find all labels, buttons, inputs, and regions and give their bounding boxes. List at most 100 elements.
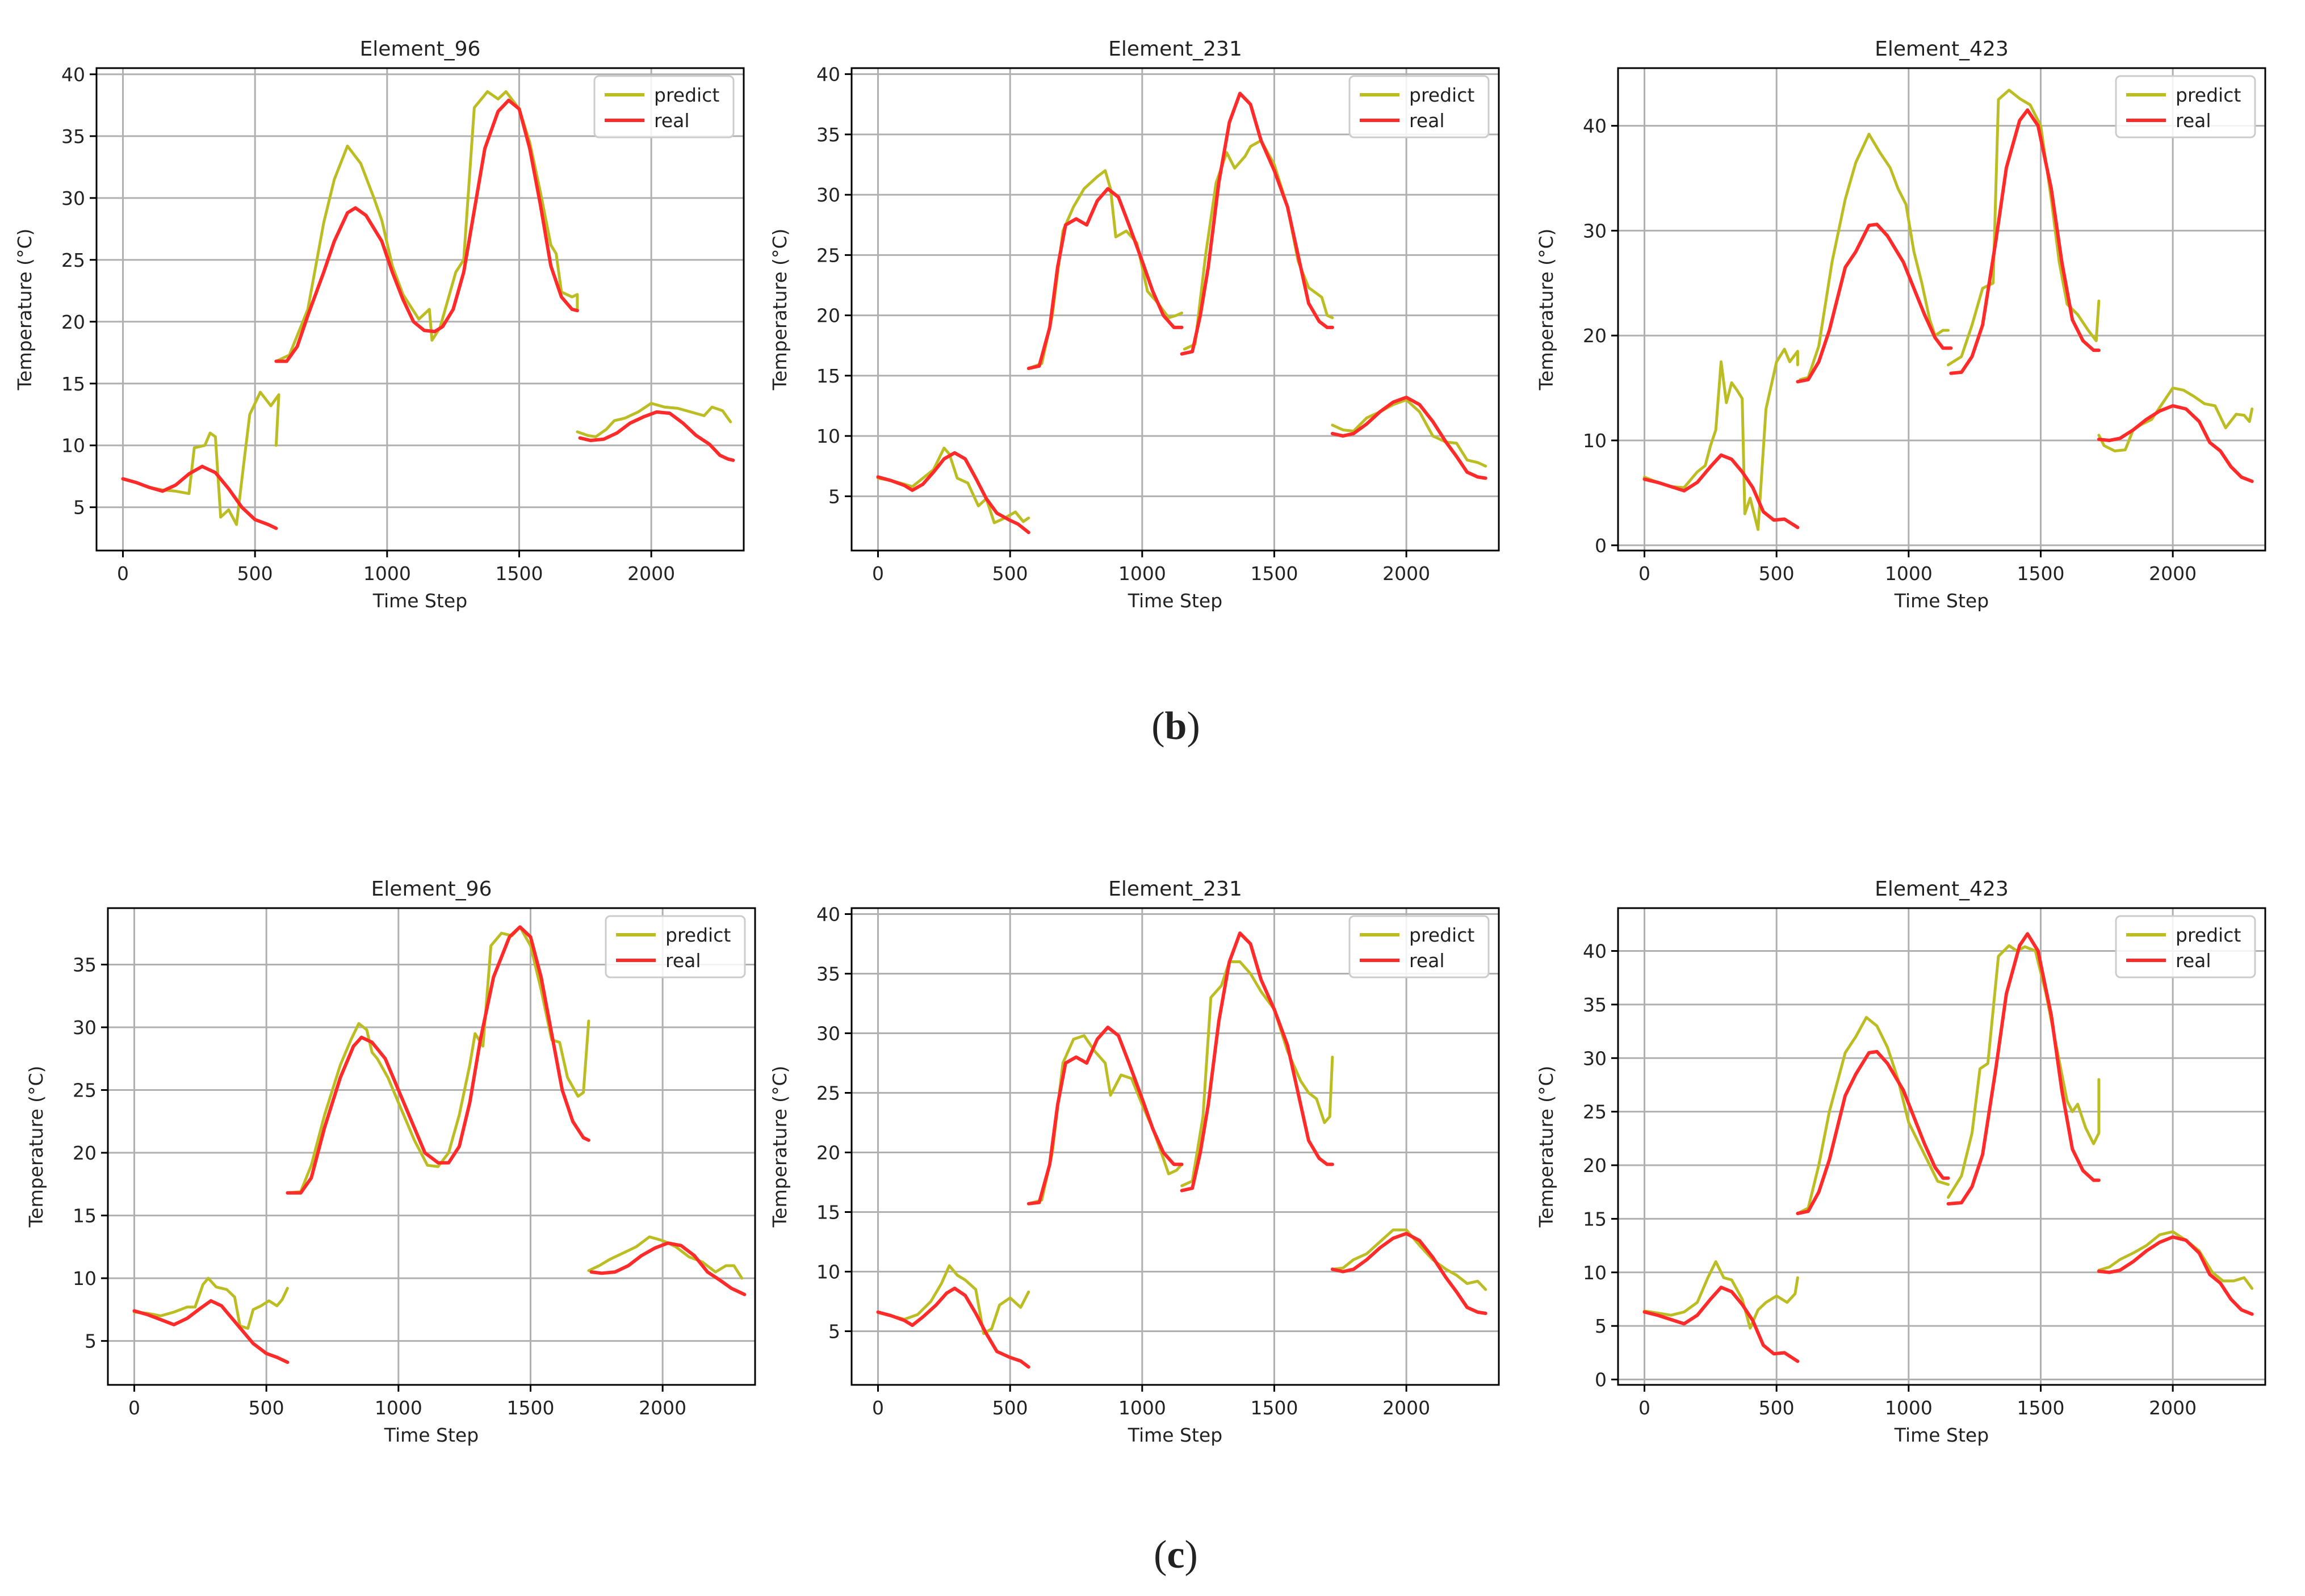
y-tick-label: 5 [1595,1315,1607,1337]
series-predict-segment-4 [1331,1228,1487,1291]
y-tick-label: 5 [73,497,85,519]
y-tick-label: 15 [1583,1208,1607,1230]
x-tick-label: 0 [872,562,884,585]
series-predict-segment-2 [1796,1016,1950,1215]
x-tick-label: 0 [1638,562,1650,585]
y-tick-label: 30 [816,1023,840,1045]
y-tick-label: 5 [828,485,840,507]
x-tick-label: 500 [992,562,1028,585]
legend: predict real [1348,915,1490,978]
legend-real-label: real [1409,950,1445,972]
chart-title: Element_231 [1108,877,1242,901]
series-predict-segment-3 [576,402,732,438]
x-axis-label: Time Step [384,1424,479,1446]
x-tick-label: 1000 [1885,562,1933,585]
y-tick-label: 20 [61,311,85,333]
y-tick-label: 0 [1595,1369,1607,1391]
x-axis-label: Time Step [372,590,467,612]
y-tick-label: 10 [816,425,840,447]
y-tick-label: 10 [1583,430,1607,452]
series-predict-segment-3 [1947,944,2101,1199]
series-predict-segment-2 [1027,1034,1184,1206]
legend-real-label: real [654,110,690,132]
series-predict-segment-3 [1180,960,1334,1187]
plot-frame [95,67,745,552]
y-tick-label: 20 [1583,1154,1607,1177]
x-tick-label: 1000 [363,562,411,585]
y-tick-label: 15 [73,1205,97,1227]
y-tick-label: 15 [816,1202,840,1224]
legend: predict real [605,915,746,978]
series-predict-segment-2 [1027,169,1184,370]
y-tick-label: 40 [1583,940,1607,963]
y-axis-label: Temperature (°C) [1535,1066,1557,1228]
y-tick-label: 20 [73,1142,97,1164]
y-tick-label: 15 [816,365,840,387]
series-predict-segment-2 [1799,132,1950,381]
plot-frame [1617,67,2266,552]
series-predict-segment-4 [2097,1230,2254,1290]
y-tick-label: 25 [73,1080,97,1102]
y-tick-label: 40 [61,64,85,86]
y-tick-label: 15 [61,373,85,395]
x-tick-label: 2000 [627,562,675,585]
y-tick-label: 10 [73,1267,97,1290]
caption-c: (c) [1154,1533,1198,1577]
legend-real-label: real [1409,110,1445,132]
legend-predict-label: predict [2176,924,2241,946]
y-tick-label: 35 [816,124,840,146]
x-tick-label: 2000 [2149,1397,2197,1419]
y-tick-label: 25 [61,249,85,271]
x-axis-label: Time Step [1894,590,1989,612]
y-axis-label: Temperature (°C) [14,229,36,391]
x-tick-label: 0 [1638,1397,1650,1419]
series-predict-segment-3 [1947,89,2101,367]
chart-panel-b-2: 0 500 1000 1500 2000 5 10 15 20 25 30 35 40 Element_2… [769,37,1500,612]
y-tick-label: 35 [61,125,85,148]
series-real-segment-1 [132,1299,290,1364]
legend-predict-label: predict [654,84,719,106]
x-tick-label: 1500 [506,1397,554,1419]
y-axis-label: Temperature (°C) [769,1066,791,1228]
plot-frame [107,907,756,1386]
chart-title: Element_423 [1875,877,2009,901]
series-predict-segment-1 [1643,347,1799,531]
plot-frame [850,907,1500,1386]
y-tick-label: 20 [1583,325,1607,347]
series-real-segment-4 [1330,396,1487,480]
chart-title: Element_423 [1875,37,2009,61]
series-predict-segment-1 [1643,1260,1799,1330]
y-tick-label: 5 [828,1321,840,1343]
series-real-segment-1 [1642,1286,1800,1363]
x-tick-label: 2000 [1382,562,1430,585]
x-tick-label: 500 [1759,1397,1795,1419]
series-real-segment-2 [286,925,590,1195]
x-tick-label: 500 [992,1397,1028,1419]
x-tick-label: 1500 [2017,1397,2064,1419]
series-real-segment-4 [2097,404,2254,483]
y-tick-label: 30 [73,1017,97,1039]
x-tick-label: 500 [249,1397,284,1419]
legend: predict real [2115,75,2256,138]
chart-panel-c-2: 0 500 1000 1500 2000 5 10 15 20 25 30 35 40 Element_2… [769,877,1500,1446]
legend-real-label: real [2176,950,2211,972]
y-tick-label: 20 [816,305,840,327]
y-tick-label: 30 [61,187,85,209]
x-axis-label: Time Step [1894,1424,1989,1446]
legend-predict-label: predict [665,924,731,946]
series-predict-segment-1 [133,1276,289,1330]
x-axis-label: Time Step [1128,590,1222,612]
x-tick-label: 1500 [1250,562,1298,585]
plot-frame [1617,907,2266,1386]
y-tick-label: 30 [1583,220,1607,242]
chart-title: Element_96 [371,877,492,901]
series-real-segment-2 [1026,1026,1184,1206]
series-real-segment-3 [1946,932,2101,1206]
legend: predict real [593,75,735,138]
series-real-segment-2 [1796,222,1953,384]
x-tick-label: 1000 [375,1397,422,1419]
chart-panel-b-3: 0 500 1000 1500 2000 0 10 20 30 40 Element_423 Time… [1535,37,2266,612]
x-tick-label: 0 [872,1397,884,1419]
series-predict-segment-4 [1331,398,1487,468]
